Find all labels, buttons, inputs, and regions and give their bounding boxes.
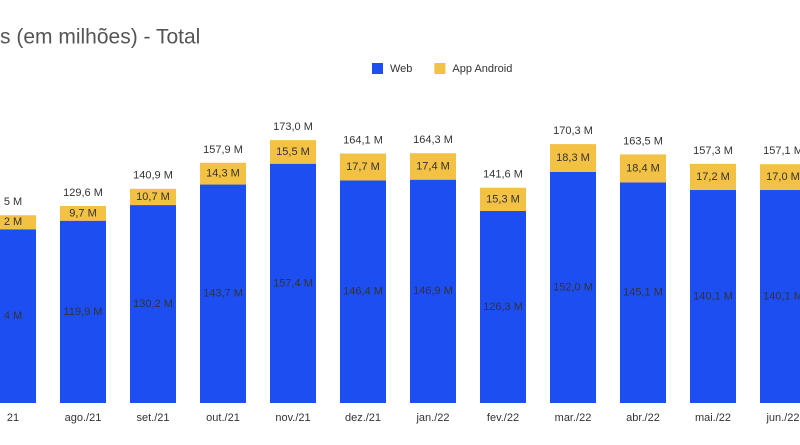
value-label: 4 M: [4, 310, 22, 322]
total-label: 163,5 M: [623, 135, 663, 147]
x-tick-label: fev./22: [487, 412, 519, 424]
value-label: 18,3 M: [556, 152, 590, 164]
bar-segment: [340, 153, 386, 181]
value-label: 152,0 M: [553, 281, 593, 293]
value-label: 126,3 M: [483, 301, 523, 313]
bar-segment: [200, 162, 246, 185]
chart-title: s (em milhões) - Total: [0, 26, 200, 49]
bar-segment: [480, 187, 526, 211]
bar-segment: [60, 205, 106, 221]
bar-segment: [760, 190, 800, 403]
x-tick-label: jan./22: [415, 412, 449, 424]
value-label: 119,9 M: [64, 306, 103, 318]
x-tick-label: mai./22: [695, 412, 731, 424]
bar-segment: [60, 220, 106, 403]
total-label: 164,3 M: [413, 134, 453, 146]
bar-segment: [690, 190, 736, 403]
bar-segment: [760, 164, 800, 191]
value-label: 17,4 M: [416, 160, 450, 172]
bar-segment: [270, 163, 316, 403]
bar-segment: [410, 179, 456, 403]
value-label: 157,4 M: [273, 277, 313, 289]
total-label: 140,9 M: [133, 170, 173, 182]
value-label: 17,7 M: [346, 161, 380, 173]
x-tick-label: jun./22: [765, 412, 799, 424]
bar-segment: [270, 140, 316, 164]
value-label: 2 M: [4, 216, 22, 228]
total-label: 157,1 M: [763, 145, 800, 157]
total-label: 5 M: [4, 196, 22, 208]
total-label: 157,3 M: [693, 145, 733, 157]
bar-segment: [0, 215, 36, 230]
value-label: 130,2 M: [133, 298, 173, 310]
x-tick-label: out./21: [206, 412, 240, 424]
value-label: 15,3 M: [486, 193, 520, 205]
bar-segment: [0, 229, 36, 403]
value-label: 14,3 M: [206, 168, 240, 180]
bar-segment: [480, 210, 526, 403]
total-label: 170,3 M: [553, 125, 593, 137]
value-label: 145,1 M: [623, 287, 663, 299]
legend-label: Web: [390, 63, 412, 75]
bar-segment: [130, 205, 176, 403]
value-label: 18,4 M: [626, 162, 660, 174]
value-label: 17,2 M: [696, 171, 730, 183]
total-label: 164,1 M: [343, 134, 383, 146]
value-label: 9,7 M: [69, 207, 97, 219]
x-tick-label: dez./21: [345, 412, 381, 424]
value-label: 140,1 M: [763, 290, 800, 302]
value-label: 143,7 M: [203, 288, 243, 300]
legend-label: App Android: [452, 63, 512, 75]
total-label: 157,9 M: [203, 144, 243, 156]
legend-swatch: [372, 63, 383, 74]
x-tick-label: nov./21: [275, 412, 310, 424]
x-tick-label: mar./22: [555, 412, 592, 424]
value-label: 146,9 M: [413, 285, 453, 297]
bar-segment: [410, 153, 456, 180]
bar-segment: [620, 154, 666, 183]
x-tick-label: 21: [7, 412, 19, 424]
total-label: 129,6 M: [63, 187, 103, 199]
bar-segment: [340, 180, 386, 403]
total-label: 141,6 M: [483, 169, 523, 181]
legend-swatch: [434, 63, 446, 74]
bar-segment: [200, 184, 246, 403]
bar-segment: [550, 171, 596, 403]
bar-segment: [130, 188, 176, 206]
value-label: 10,7 M: [136, 191, 170, 203]
value-label: 17,0 M: [766, 171, 800, 183]
x-tick-label: set./21: [136, 412, 169, 424]
total-label: 173,0 M: [273, 121, 313, 133]
bar-segment: [620, 182, 666, 403]
value-label: 15,5 M: [276, 146, 310, 158]
value-label: 146,4 M: [343, 286, 383, 298]
x-tick-label: ago./21: [65, 412, 102, 424]
value-label: 140,1 M: [693, 290, 733, 302]
bar-segment: [550, 144, 596, 172]
bar-segment: [690, 163, 736, 191]
x-tick-label: abr./22: [626, 412, 660, 424]
